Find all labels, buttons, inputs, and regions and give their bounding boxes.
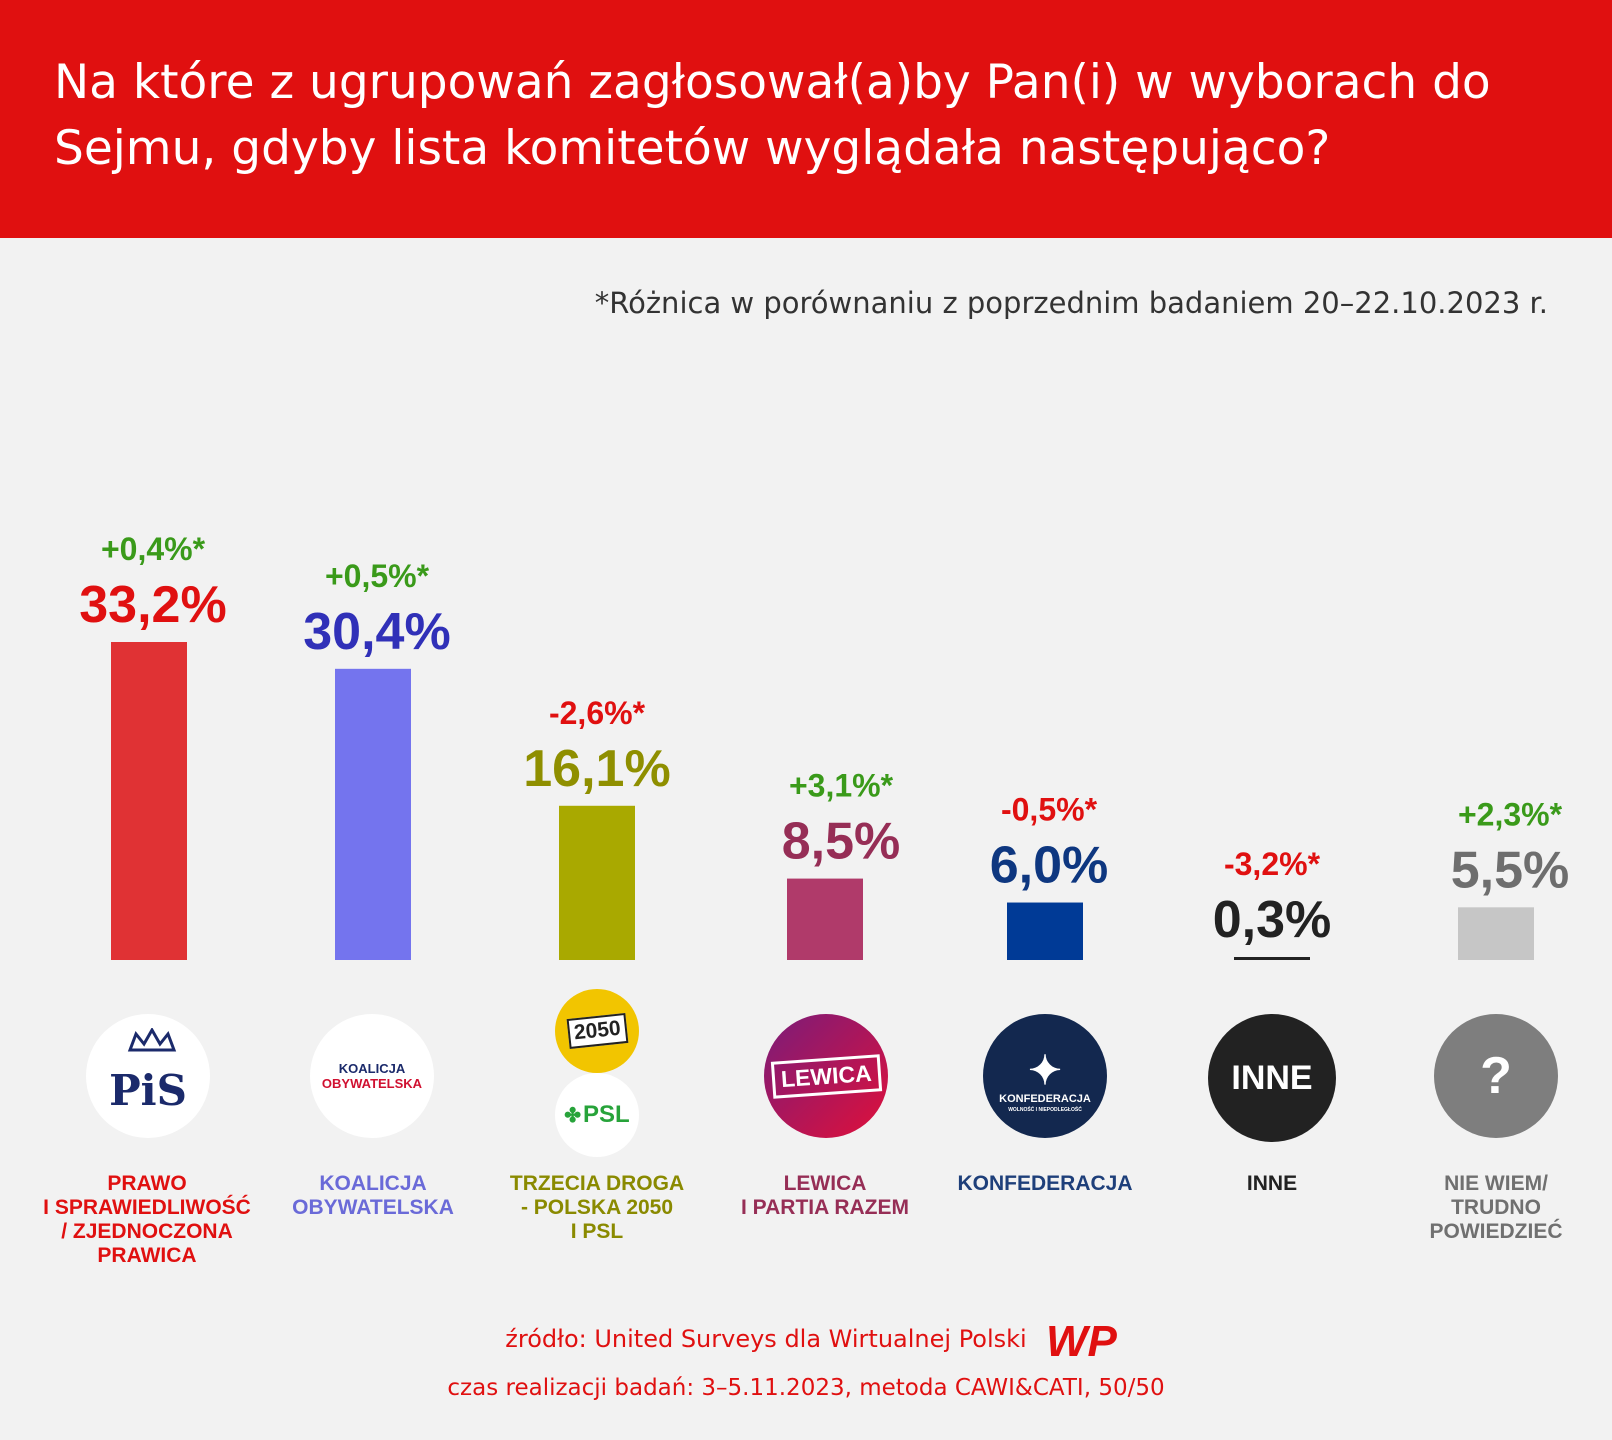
value-label-3: 8,5% bbox=[782, 813, 901, 871]
eagle-icon: ✦ bbox=[1028, 1049, 1062, 1093]
ko-logo: KOALICJA OBYWATELSKA bbox=[310, 1014, 434, 1138]
question-mark-icon: ? bbox=[1480, 1047, 1512, 1105]
page-title: Na które z ugrupowań zagłosował(a)by Pan… bbox=[54, 55, 1491, 176]
category-label-line: PRAWO bbox=[107, 1172, 187, 1195]
polska-2050-logo-text: 2050 bbox=[566, 1013, 628, 1049]
category-label-3: LEWICA I PARTIA RAZEM bbox=[710, 1172, 940, 1220]
bar-2 bbox=[559, 805, 635, 960]
bar-0 bbox=[111, 642, 187, 960]
category-label-line: I PSL bbox=[570, 1220, 624, 1243]
change-label-3: +3,1%* bbox=[789, 768, 894, 804]
category-label-0: PRAWO I SPRAWIEDLIWOŚĆ / ZJEDNOCZONA PRAWIC… bbox=[32, 1172, 262, 1268]
category-label-line: POWIEDZIEĆ bbox=[1429, 1220, 1563, 1243]
bar-3 bbox=[787, 878, 863, 960]
pis-logo: PiS bbox=[86, 1014, 210, 1138]
value-label-4: 6,0% bbox=[990, 837, 1109, 895]
bar-5 bbox=[1234, 957, 1310, 960]
wp-logo-mark: WP bbox=[1046, 1317, 1118, 1366]
change-label-5: -3,2%* bbox=[1224, 846, 1321, 882]
comparison-note: *Różnica w porównaniu z poprzednim badan… bbox=[594, 286, 1548, 320]
category-label-line: - POLSKA 2050 bbox=[520, 1196, 674, 1219]
category-label-line: I PARTIA RAZEM bbox=[741, 1196, 909, 1219]
category-label-line: / ZJEDNOCZONA bbox=[61, 1220, 233, 1243]
eagle-crown-icon bbox=[127, 1028, 177, 1052]
category-label-5: INNE bbox=[1157, 1172, 1387, 1196]
category-label-line: OBYWATELSKA bbox=[292, 1196, 454, 1219]
konfederacja-logo: ✦ KONFEDERACJA WOLNOŚĆ I NIEPODLEGŁOŚĆ bbox=[983, 1014, 1107, 1138]
change-label-4: -0,5%* bbox=[1001, 792, 1098, 828]
konfederacja-logo-subtext: WOLNOŚĆ I NIEPODLEGŁOŚĆ bbox=[1008, 1107, 1082, 1113]
value-label-2: 16,1% bbox=[523, 740, 670, 798]
category-label-1: KOALICJA OBYWATELSKA bbox=[258, 1172, 488, 1220]
change-label-6: +2,3%* bbox=[1458, 796, 1563, 832]
change-label-2: -2,6%* bbox=[549, 695, 646, 731]
ko-logo-line1: KOALICJA bbox=[338, 1061, 406, 1076]
polska-2050-logo: 2050 bbox=[555, 989, 639, 1073]
category-label-line: LEWICA bbox=[783, 1172, 867, 1195]
change-label-0: +0,4%* bbox=[101, 531, 206, 567]
wp-logo-text: WP bbox=[1046, 1317, 1118, 1364]
psl-logo: ✤ PSL bbox=[555, 1073, 639, 1157]
category-label-line: INNE bbox=[1246, 1172, 1298, 1195]
category-label-line: TRZECIA DROGA bbox=[509, 1172, 685, 1195]
lewica-logo-text: LEWICA bbox=[770, 1053, 882, 1099]
clover-icon: ✤ bbox=[564, 1104, 582, 1127]
question-mark-logo: ? bbox=[1434, 1014, 1558, 1138]
bar-4 bbox=[1007, 902, 1083, 960]
category-label-line: KOALICJA bbox=[319, 1172, 427, 1195]
lewica-logo: LEWICA bbox=[764, 1014, 888, 1138]
value-label-0: 33,2% bbox=[79, 576, 226, 634]
wp-logo: WP bbox=[1046, 1316, 1124, 1369]
konfederacja-logo-text: KONFEDERACJA bbox=[999, 1093, 1091, 1105]
method-note: czas realizacji badań: 3–5.11.2023, meto… bbox=[447, 1375, 1165, 1401]
category-label-line: KONFEDERACJA bbox=[957, 1172, 1133, 1195]
psl-logo-text: PSL bbox=[583, 1101, 630, 1128]
category-label-6: NIE WIEM/TRUDNO POWIEDZIEĆ bbox=[1381, 1172, 1611, 1244]
header-banner: Na które z ugrupowań zagłosował(a)by Pan… bbox=[0, 0, 1612, 238]
category-label-line: NIE WIEM/ bbox=[1444, 1172, 1548, 1195]
bar-1 bbox=[335, 668, 411, 960]
inne-logo: INNE bbox=[1208, 1014, 1336, 1142]
value-label-5: 0,3% bbox=[1213, 891, 1332, 949]
category-label-line: TRUDNO bbox=[1451, 1196, 1541, 1219]
category-label-4: KONFEDERACJA bbox=[930, 1172, 1160, 1196]
category-label-line: I SPRAWIEDLIWOŚĆ bbox=[43, 1196, 251, 1219]
bar-6 bbox=[1458, 907, 1534, 960]
value-label-6: 5,5% bbox=[1451, 841, 1570, 899]
category-label-line: PRAWICA bbox=[97, 1244, 197, 1267]
change-label-1: +0,5%* bbox=[325, 558, 430, 594]
value-label-1: 30,4% bbox=[303, 603, 450, 661]
ko-logo-line2: OBYWATELSKA bbox=[321, 1076, 423, 1091]
source-note: źródło: United Surveys dla Wirtualnej Po… bbox=[0, 1325, 1612, 1353]
pis-logo-text: PiS bbox=[109, 1066, 187, 1115]
inne-logo-text: INNE bbox=[1231, 1058, 1313, 1097]
source-text: źródło: United Surveys dla Wirtualnej Po… bbox=[505, 1325, 1027, 1353]
category-label-2: TRZECIA DROGA - POLSKA 2050 I PSL bbox=[482, 1172, 712, 1244]
